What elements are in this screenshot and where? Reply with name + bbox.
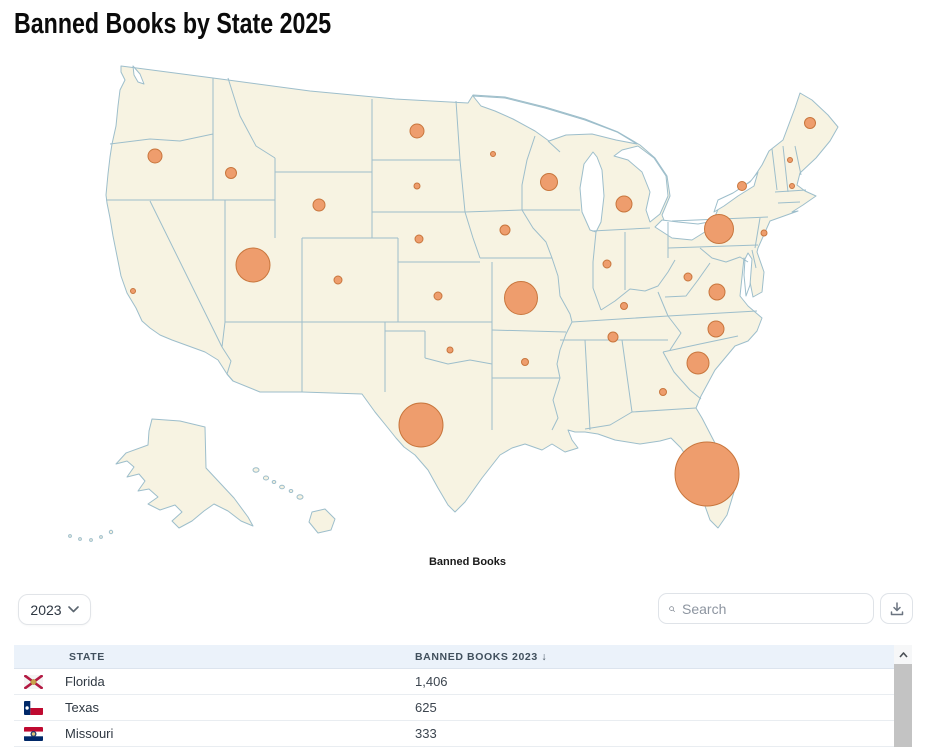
- download-icon: [890, 601, 903, 615]
- map-legend-title: Banned Books: [428, 556, 506, 568]
- bubble-utah[interactable]: [235, 247, 271, 283]
- chevron-down-icon: [67, 606, 79, 613]
- bubble-tennessee[interactable]: [607, 331, 619, 343]
- aleutian-island: [78, 537, 82, 541]
- bubble-florida[interactable]: [674, 441, 740, 507]
- bubble-north-carolina[interactable]: [707, 320, 725, 338]
- bubble-massachusetts[interactable]: [789, 183, 795, 189]
- search-icon: [669, 605, 675, 612]
- bubble-minnesota[interactable]: [490, 151, 496, 157]
- bubble-texas[interactable]: [398, 402, 444, 448]
- bubble-layer[interactable]: [130, 117, 816, 507]
- bubble-virginia[interactable]: [708, 283, 726, 301]
- download-button[interactable]: [880, 593, 913, 624]
- bubble-south-dakota[interactable]: [413, 182, 421, 190]
- scrollbar-thumb[interactable]: [894, 664, 912, 747]
- bubble-california[interactable]: [130, 288, 136, 294]
- state-cell: Missouri: [14, 726, 415, 741]
- chevron-up-icon: [898, 651, 908, 658]
- bubble-new-jersey[interactable]: [760, 229, 768, 237]
- state-name: Florida: [65, 674, 105, 689]
- aleutian-island: [89, 538, 93, 542]
- year-dropdown-value: 2023: [30, 601, 62, 618]
- aleutian-island: [108, 529, 114, 535]
- bubble-colorado[interactable]: [333, 275, 343, 285]
- bubble-kansas[interactable]: [433, 291, 443, 301]
- bubble-north-dakota[interactable]: [409, 123, 425, 139]
- table-row-missouri[interactable]: Missouri 333: [14, 721, 894, 747]
- bubble-pennsylvania[interactable]: [704, 214, 734, 244]
- bubble-oklahoma[interactable]: [446, 346, 454, 354]
- bubble-michigan[interactable]: [615, 195, 633, 213]
- table-row-texas[interactable]: Texas 625: [14, 695, 894, 721]
- aleutian-island: [68, 534, 72, 538]
- bubble-iowa[interactable]: [499, 224, 511, 236]
- puget-sound: [132, 65, 145, 85]
- florida-flag-icon: [24, 674, 43, 689]
- bubble-new-york[interactable]: [737, 181, 747, 191]
- banned-books-value: 1,406: [415, 674, 448, 689]
- state-cell: Texas: [14, 700, 415, 715]
- state-cell: Florida: [14, 674, 415, 689]
- aleutian-island: [99, 535, 103, 539]
- table-body: Florida 1,406 Texas 625 Missouri 333: [14, 669, 894, 747]
- state-name: Missouri: [65, 726, 114, 741]
- scroll-up-button[interactable]: [894, 645, 912, 664]
- banned-books-value: 333: [415, 726, 437, 741]
- column-header-state[interactable]: STATE: [69, 650, 105, 663]
- table-scrollbar[interactable]: [894, 645, 912, 747]
- bubble-wyoming[interactable]: [312, 198, 326, 212]
- bubble-missouri[interactable]: [504, 281, 538, 315]
- column-header-banned-books[interactable]: BANNED BOOKS 2023 ↓: [415, 650, 548, 663]
- year-dropdown[interactable]: 2023: [18, 594, 91, 625]
- missouri-flag-icon: [24, 726, 43, 741]
- bubble-indiana[interactable]: [602, 259, 612, 269]
- state-name: Texas: [65, 700, 99, 715]
- banned-books-value: 625: [415, 700, 437, 715]
- lake-ontario: [713, 171, 759, 213]
- bubble-west-virginia[interactable]: [683, 272, 693, 282]
- hawaii-shape: [252, 467, 336, 534]
- search-input[interactable]: [682, 600, 863, 617]
- bubble-south-carolina[interactable]: [686, 351, 710, 375]
- table-row-florida[interactable]: Florida 1,406: [14, 669, 894, 695]
- bubble-oregon[interactable]: [147, 148, 163, 164]
- bubble-idaho[interactable]: [225, 167, 237, 179]
- alaska-shape: [115, 418, 254, 529]
- bubble-georgia[interactable]: [659, 388, 667, 396]
- bubble-wisconsin[interactable]: [540, 173, 558, 191]
- bubble-arkansas[interactable]: [521, 358, 529, 366]
- search-box[interactable]: [658, 593, 874, 624]
- texas-flag-icon: [24, 700, 43, 715]
- lake-superior: [472, 95, 638, 145]
- page-title: Banned Books by State 2025: [14, 8, 332, 40]
- bubble-new-hampshire[interactable]: [787, 157, 793, 163]
- bubble-kentucky[interactable]: [620, 302, 628, 310]
- chesapeake-bay: [743, 252, 753, 297]
- bubble-nebraska[interactable]: [414, 234, 424, 244]
- us-bubble-map[interactable]: [0, 0, 949, 560]
- bubble-maine[interactable]: [804, 117, 816, 129]
- lake-huron: [613, 145, 669, 223]
- table-header-row: STATE BANNED BOOKS 2023 ↓: [14, 645, 894, 669]
- state-table: STATE BANNED BOOKS 2023 ↓ Florida 1,406 Te…: [14, 645, 894, 747]
